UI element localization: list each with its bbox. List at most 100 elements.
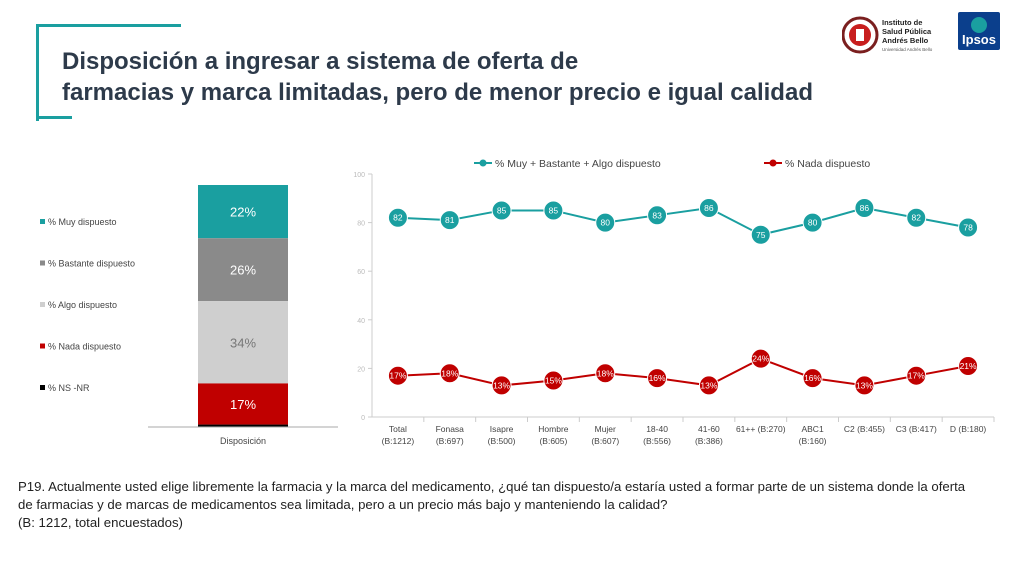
series-1-point-3: [543, 370, 564, 391]
series-0-point-4: [595, 212, 616, 233]
stacked-bar-chart: % Muy dispuesto % Bastante dispuesto % Alg…: [40, 185, 338, 446]
stacked-legend: % Muy dispuesto % Bastante dispuesto % Alg…: [40, 217, 135, 393]
title-line-1: Disposición a ingresar a sistema de ofer…: [62, 48, 579, 75]
series-1-point-11: [958, 355, 979, 376]
series-0-point-0: [387, 207, 408, 228]
legend-label-3: % Nada dispuesto: [48, 342, 121, 352]
ipsos-logo: Ipsos: [958, 12, 1000, 50]
series-0-point-7: [750, 224, 771, 245]
x-tick-label-11: D (B:180): [950, 424, 987, 434]
legend-swatch-4: [40, 385, 45, 390]
x-tick-sublabel-0: (B:1212): [382, 436, 415, 446]
line-legend-label-1: % Nada dispuesto: [785, 158, 870, 170]
x-tick-label-7: 61++ (B:270): [736, 424, 786, 434]
series-1-label-6: 13%: [700, 380, 717, 390]
line-chart: % Muy + Bastante + Algo dispuesto % Nada …: [353, 158, 995, 446]
legend-label-0: % Muy dispuesto: [48, 217, 117, 227]
y-tick-label-4: 80: [357, 221, 365, 228]
series-0-label-6: 86: [704, 203, 714, 213]
series-0-label-8: 80: [808, 218, 818, 228]
x-tick-label-9: C2 (B:455): [844, 424, 885, 434]
legend-swatch-1: [40, 260, 45, 266]
legend-label-4: % NS -NR: [48, 383, 90, 393]
series-1-point-7: [750, 348, 771, 369]
isp-text-3: Andrés Bello: [882, 36, 929, 45]
series-0-point-3: [543, 200, 564, 221]
x-tick-sublabel-8: (B:160): [799, 436, 827, 446]
series-0-point-8: [802, 212, 823, 233]
series-1-label-10: 17%: [908, 371, 925, 381]
series-1-label-8: 16%: [804, 373, 821, 383]
series-1-point-8: [802, 368, 823, 389]
stacked-segment-4: [198, 424, 288, 427]
x-tick-label-8: ABC1: [801, 424, 823, 434]
stacked-category-label: Disposición: [220, 436, 266, 446]
series-line-0: [397, 206, 969, 236]
series-1-label-3: 15%: [545, 376, 562, 386]
series-0-label-11: 78: [963, 222, 973, 232]
series-0-label-7: 75: [756, 230, 766, 240]
x-tick-label-4: Mujer: [595, 424, 616, 434]
isp-text-1: Instituto de: [882, 18, 922, 27]
stacked-bars: 22% 26% 34% 17%: [198, 185, 288, 427]
y-tick-label-3: 60: [357, 269, 365, 276]
y-tick-label-0: 0: [361, 415, 365, 422]
title-line-2: farmacias y marca limitadas, pero de men…: [62, 79, 813, 106]
stacked-value-label-1: 26%: [230, 263, 256, 278]
line-axis: 0 20 40 60 80 100 Total (B:1212) Fonasa (B:697) Is…: [353, 172, 995, 446]
series-1-label-0: 17%: [389, 371, 406, 381]
x-tick-label-0: Total: [389, 424, 407, 434]
legend-label-1: % Bastante dispuesto: [48, 259, 135, 269]
x-tick-sublabel-1: (B:697): [436, 436, 464, 446]
ipsos-logo-text: Ipsos: [962, 32, 996, 47]
legend-label-2: % Algo dispuesto: [48, 300, 117, 310]
series-1-label-7: 24%: [752, 354, 769, 364]
stacked-segment-3: [198, 383, 288, 425]
page-title: Disposición a ingresar a sistema de ofer…: [62, 46, 882, 108]
ipsos-mark-icon: [971, 17, 987, 33]
x-tick-sublabel-3: (B:605): [539, 436, 567, 446]
series-0-label-9: 86: [860, 203, 870, 213]
series-1-point-5: [647, 368, 668, 389]
series-0-point-5: [647, 205, 668, 226]
series-0-label-5: 83: [652, 210, 662, 220]
series-0-label-1: 81: [445, 215, 455, 225]
line-legend-marker-1: [769, 159, 777, 167]
stacked-segment-2: [198, 301, 288, 384]
question-line-3: (B: 1212, total encuestados): [18, 515, 183, 530]
x-tick-label-3: Hombre: [538, 424, 569, 434]
series-0-label-2: 85: [497, 205, 507, 215]
x-tick-label-1: Fonasa: [436, 424, 465, 434]
isp-text-2: Salud Pública: [882, 27, 932, 36]
series-0-point-11: [958, 217, 979, 238]
x-tick-sublabel-5: (B:556): [643, 436, 671, 446]
isp-text-4: Universidad Andrés Bello: [882, 47, 933, 52]
series-1-point-9: [854, 375, 875, 396]
question-line-1: P19. Actualmente usted elige libremente …: [18, 479, 966, 494]
series-1-point-6: [698, 375, 719, 396]
series-1-label-5: 16%: [649, 373, 666, 383]
x-tick-label-10: C3 (B:417): [896, 424, 937, 434]
title-frame-foot: [36, 116, 72, 119]
series-1-label-4: 18%: [597, 368, 614, 378]
series-0-point-10: [906, 207, 927, 228]
series-1-point-10: [906, 365, 927, 386]
series-1-point-1: [439, 363, 460, 384]
legend-swatch-2: [40, 302, 45, 307]
stacked-segment-1: [198, 238, 288, 302]
y-tick-label-1: 20: [357, 366, 365, 373]
series-line-1: [397, 357, 969, 387]
y-tick-label-5: 100: [353, 172, 365, 179]
line-legend-label-0: % Muy + Bastante + Algo dispuesto: [495, 158, 661, 170]
isp-seal-mark-icon: [856, 29, 864, 41]
series-1-point-2: [491, 375, 512, 396]
stacked-value-label-2: 34%: [230, 335, 256, 350]
series-1-point-0: [387, 365, 408, 386]
series-0-label-0: 82: [393, 213, 403, 223]
series-1-label-9: 13%: [856, 380, 873, 390]
legend-swatch-3: [40, 343, 45, 349]
x-tick-sublabel-6: (B:386): [695, 436, 723, 446]
question-line-2: de farmacias y de marcas de medicamentos…: [18, 497, 668, 512]
stacked-segment-0: [198, 185, 288, 239]
series-0-point-1: [439, 210, 460, 231]
